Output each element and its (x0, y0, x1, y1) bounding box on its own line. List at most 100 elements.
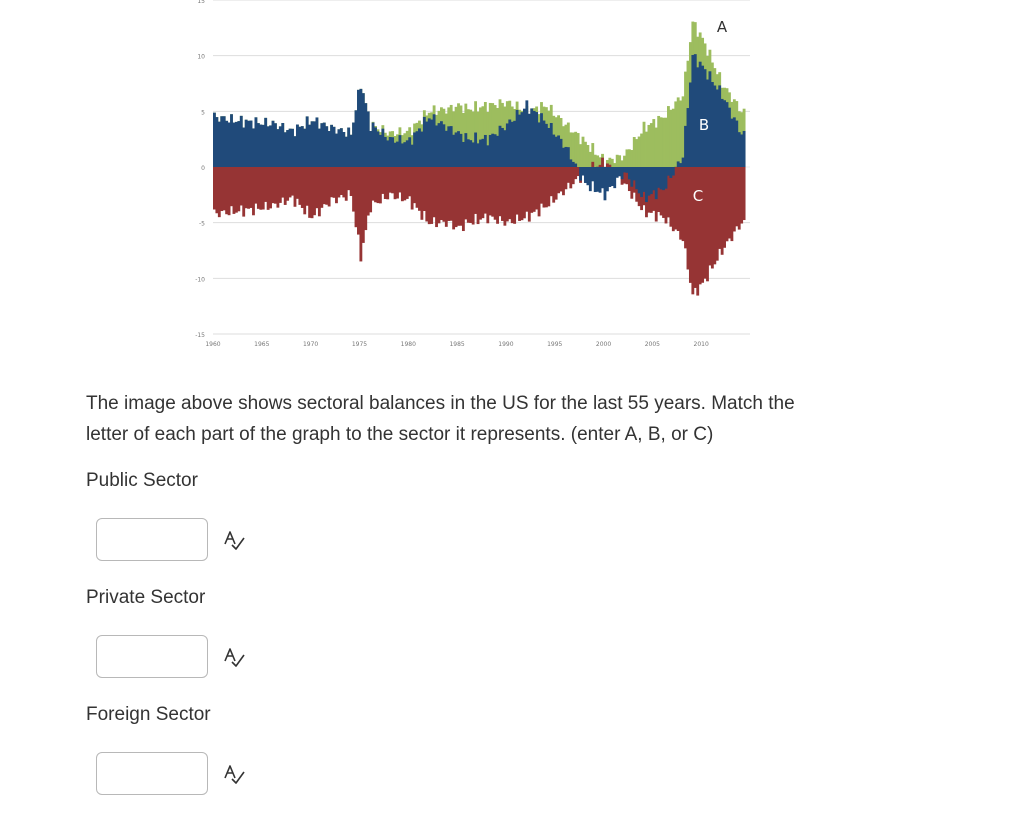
area-bar (508, 167, 512, 220)
area-bar (671, 167, 675, 232)
area-bar (281, 167, 285, 198)
area-bar (510, 167, 514, 224)
area-bar (654, 167, 658, 200)
area-bar (708, 71, 712, 167)
y-tick-labels: 15 10 5 0 -5 -10 -15 (195, 0, 205, 339)
area-bar (659, 167, 663, 190)
area-bar (698, 167, 702, 285)
area-bar (542, 167, 546, 208)
chart-areas (213, 21, 746, 296)
area-bar (278, 167, 282, 203)
public-sector-input[interactable] (96, 518, 208, 561)
area-bar (713, 85, 717, 167)
area-bar (344, 136, 348, 167)
spellcheck-icon[interactable] (222, 528, 246, 552)
area-bar (293, 136, 297, 167)
area-bar (454, 132, 458, 167)
area-bar (418, 167, 421, 211)
area-bar (483, 134, 487, 167)
area-bar (549, 122, 553, 167)
area-bar (691, 54, 695, 167)
area-bar (676, 161, 680, 167)
area-bar (669, 167, 673, 227)
area-bar (593, 154, 597, 167)
area-bar (288, 167, 292, 198)
area-bar (376, 131, 380, 167)
area-bar (608, 164, 612, 167)
area-bar (335, 133, 338, 167)
area-bar (730, 167, 734, 242)
area-bar (388, 136, 392, 167)
area-bar (669, 167, 673, 178)
area-bar (679, 167, 683, 240)
area-bar (645, 131, 648, 167)
area-bar (574, 131, 578, 167)
area-bar (349, 167, 353, 197)
area-bar (544, 123, 548, 167)
private-sector-input[interactable] (96, 635, 208, 678)
area-bar (400, 143, 404, 167)
area-bar (474, 132, 478, 167)
area-bar (274, 167, 277, 204)
spellcheck-icon[interactable] (222, 645, 246, 669)
area-bar (679, 100, 683, 167)
area-bar (486, 111, 490, 167)
area-bar (276, 129, 280, 167)
area-bar (222, 116, 226, 167)
area-bar (430, 119, 434, 167)
area-bar (469, 140, 473, 167)
area-bar (671, 108, 675, 167)
area-bar (562, 167, 565, 196)
x-tick-label: 2010 (694, 341, 709, 348)
area-bar (720, 98, 724, 167)
area-bar (447, 126, 451, 167)
area-bar (342, 167, 346, 198)
private-sector-label: Private Sector (86, 587, 206, 608)
area-bar (535, 112, 539, 167)
area-bar (588, 167, 592, 192)
area-bar (627, 167, 631, 180)
area-bar (566, 122, 570, 167)
area-bar (503, 167, 507, 226)
question-prompt: The image above shows sectoral balances … (86, 388, 886, 450)
area-bar (271, 167, 275, 204)
area-bar (505, 167, 509, 222)
area-bar (425, 167, 429, 222)
area-bar (320, 123, 324, 167)
area-bar (479, 107, 482, 167)
area-bar (486, 145, 490, 167)
area-bar (540, 167, 543, 204)
area-bar (259, 167, 263, 210)
area-bar (295, 124, 299, 167)
area-bar (310, 121, 314, 167)
spellcheck-icon[interactable] (222, 762, 246, 786)
area-bar (574, 167, 578, 180)
annotation-c: C (693, 187, 703, 205)
area-bar (715, 89, 719, 167)
area-bar (586, 144, 590, 167)
area-bar (547, 167, 551, 207)
area-bar (732, 117, 736, 167)
area-bar (710, 82, 714, 167)
area-bar (283, 132, 287, 167)
area-bar (742, 130, 746, 167)
area-bar (554, 167, 558, 200)
area-bar (574, 163, 578, 167)
area-bar (657, 115, 661, 167)
area-bar (466, 167, 470, 223)
area-bar (469, 167, 473, 223)
area-bar (630, 150, 634, 167)
area-bar (435, 125, 438, 167)
area-bar (225, 120, 229, 167)
foreign-sector-input[interactable] (96, 752, 208, 795)
area-bar (564, 167, 568, 190)
area-bar (527, 113, 531, 167)
area-bar (735, 120, 739, 167)
area-bar (232, 122, 236, 167)
area-bar (608, 157, 612, 167)
area-bar (557, 135, 561, 167)
area-bar (522, 108, 526, 167)
area-bar (471, 167, 475, 225)
area-bar (642, 121, 646, 167)
area-bar (305, 167, 309, 206)
